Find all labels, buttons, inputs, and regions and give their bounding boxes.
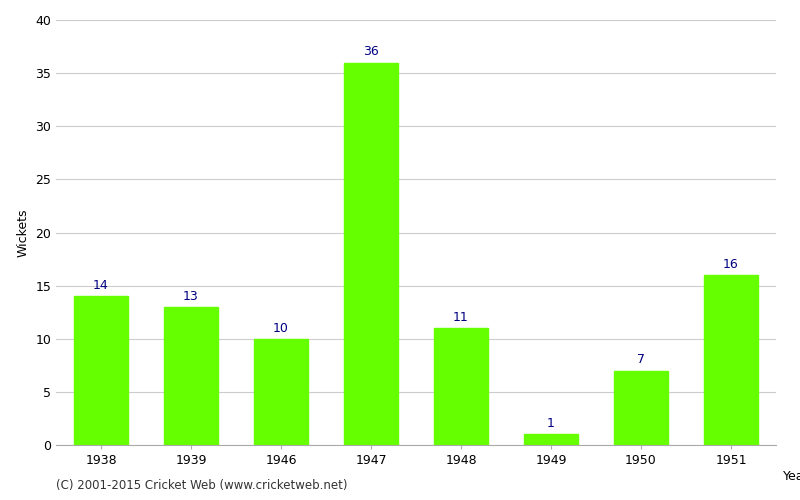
Text: 7: 7 [637,354,645,366]
Bar [164,307,218,445]
Bar [74,296,128,445]
Bar [614,370,668,445]
Bar [344,62,398,445]
Text: 16: 16 [723,258,739,271]
Bar [704,275,758,445]
Text: 11: 11 [453,311,469,324]
Text: (C) 2001-2015 Cricket Web (www.cricketweb.net): (C) 2001-2015 Cricket Web (www.cricketwe… [56,480,347,492]
Text: 1: 1 [547,417,555,430]
Text: 13: 13 [183,290,199,302]
Bar [434,328,488,445]
Y-axis label: Wickets: Wickets [17,208,30,257]
Bar [524,434,578,445]
Text: 10: 10 [273,322,289,334]
Text: Year: Year [783,470,800,483]
Bar [254,339,308,445]
Text: 14: 14 [93,279,109,292]
Text: 36: 36 [363,46,379,58]
